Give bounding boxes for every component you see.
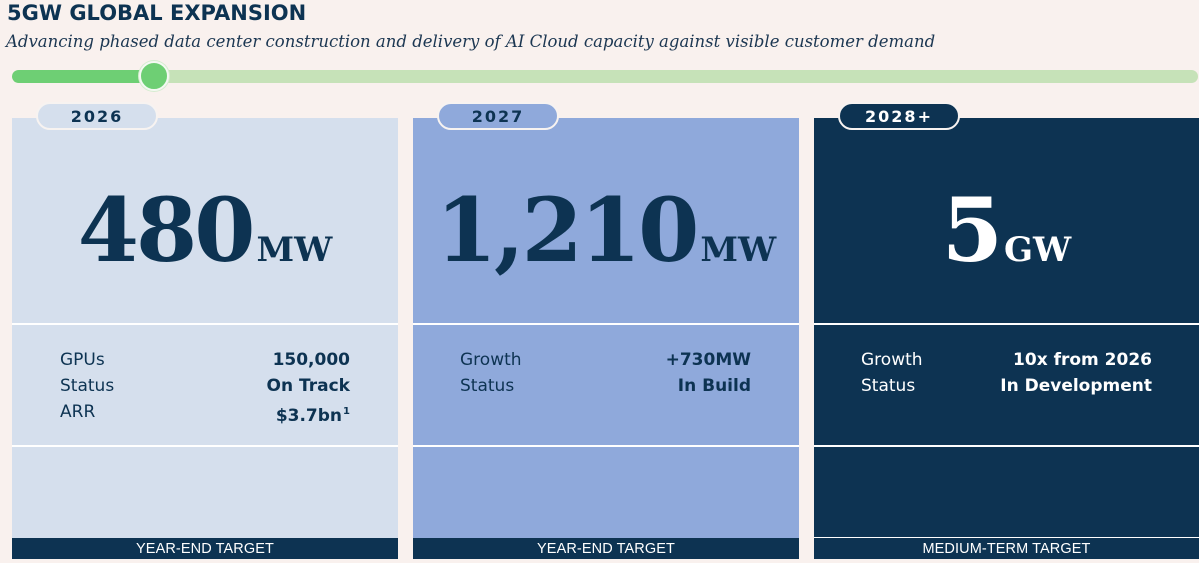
metric-label: Status <box>861 376 916 396</box>
year-badge-label: 2028+ <box>865 107 933 126</box>
year-badge-label: 2027 <box>471 107 525 126</box>
metric-label: Status <box>60 376 115 396</box>
metrics-list: Growth 10x from 2026 Status In Developme… <box>861 347 1152 399</box>
footnote-marker: 1 <box>343 406 350 417</box>
metrics-list: GPUs 150,000 Status On Track ARR $3.7bn1 <box>60 347 350 426</box>
metric-label: GPUs <box>60 350 105 370</box>
year-badge-2028-plus: 2028+ <box>838 102 960 130</box>
year-badge-2026: 2026 <box>36 102 158 130</box>
metric-row-status: Status In Build <box>460 373 751 399</box>
capacity-unit: GW <box>1004 230 1072 270</box>
card-footer: YEAR-END TARGET <box>413 538 799 559</box>
metric-row-status: Status In Development <box>861 373 1152 399</box>
card-footer: YEAR-END TARGET <box>12 538 398 559</box>
year-badge-2027: 2027 <box>437 102 559 130</box>
timeline-slider-handle[interactable] <box>139 61 170 91</box>
metric-label: ARR <box>60 402 96 422</box>
capacity-unit: MW <box>700 230 777 270</box>
metric-value: On Track <box>266 376 350 396</box>
metric-value: 10x from 2026 <box>1013 350 1152 370</box>
page-subtitle: Advancing phased data center constructio… <box>6 32 936 51</box>
metrics-band <box>413 323 799 447</box>
metric-row-status: Status On Track <box>60 373 350 399</box>
metric-label: Growth <box>460 350 522 370</box>
capacity-unit: MW <box>256 230 333 270</box>
metric-value: In Build <box>677 376 751 396</box>
metric-value: 150,000 <box>272 350 350 370</box>
card-footer: MEDIUM-TERM TARGET <box>814 537 1199 559</box>
metrics-list: Growth +730MW Status In Build <box>460 347 751 399</box>
capacity-value: 5 GW <box>814 180 1199 306</box>
metric-value: +730MW <box>665 350 751 370</box>
metric-row-growth: Growth 10x from 2026 <box>861 347 1152 373</box>
card-2026: 2026 480 MW GPUs 150,000 Status On Track … <box>12 102 398 559</box>
metric-row-gpus: GPUs 150,000 <box>60 347 350 373</box>
capacity-value: 1,210 MW <box>413 180 799 306</box>
metric-value: In Development <box>1000 376 1152 396</box>
metrics-band <box>12 323 398 447</box>
metric-row-growth: Growth +730MW <box>460 347 751 373</box>
capacity-number: 480 <box>77 178 256 282</box>
metric-value-text: $3.7bn <box>275 406 343 426</box>
timeline-progress-fill <box>12 70 155 83</box>
card-2027: 2027 1,210 MW Growth +730MW Status In Bui… <box>413 102 799 559</box>
card-2028-plus: 2028+ 5 GW Growth 10x from 2026 Status In… <box>814 102 1199 559</box>
metric-value: $3.7bn1 <box>276 399 350 429</box>
year-badge-label: 2026 <box>70 107 124 126</box>
capacity-number: 5 <box>941 178 1003 282</box>
timeline-track <box>12 70 1198 83</box>
page-title: 5GW GLOBAL EXPANSION <box>7 1 307 25</box>
metric-row-arr: ARR $3.7bn1 <box>60 399 350 426</box>
capacity-value: 480 MW <box>12 180 398 306</box>
metric-label: Growth <box>861 350 923 370</box>
capacity-number: 1,210 <box>435 178 700 282</box>
metrics-band <box>814 323 1199 447</box>
metric-label: Status <box>460 376 515 396</box>
